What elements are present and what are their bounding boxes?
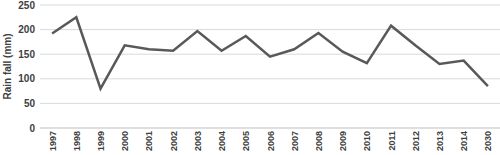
y-tick-label: 100 — [18, 73, 35, 84]
x-tick-label: 2012 — [411, 131, 421, 151]
y-tick-label: 50 — [24, 98, 36, 109]
grid-line — [40, 78, 500, 79]
y-tick-label: 250 — [18, 0, 35, 11]
plot-area — [52, 17, 488, 88]
grid-line — [40, 128, 500, 129]
x-tick-label: 1997 — [48, 131, 58, 151]
chart: 0 50 100 150 200 250 Rain fall (mm) 1997 1998 199… — [0, 0, 500, 155]
x-tick-label: 2002 — [169, 131, 179, 151]
x-tick-label: 2014 — [459, 131, 469, 151]
x-tick-label: 2004 — [217, 131, 227, 151]
x-tick-label: 2000 — [120, 131, 130, 151]
grid-line — [40, 54, 500, 55]
x-tick-label: 2007 — [290, 131, 300, 151]
x-tick-label: 1998 — [72, 131, 82, 151]
y-axis-label: Rain fall (mm) — [2, 33, 13, 99]
x-tick-label: 2006 — [266, 131, 276, 151]
y-tick-label: 150 — [18, 49, 35, 60]
x-tick-label: 2008 — [314, 131, 324, 151]
x-tick-label: 2011 — [387, 131, 397, 151]
y-tick-label: 0 — [29, 123, 35, 134]
x-tick-label: 2013 — [435, 131, 445, 151]
x-tick-label: 2003 — [193, 131, 203, 151]
x-tick-label: 2009 — [338, 131, 348, 151]
grid-line — [40, 29, 500, 30]
grid-line — [40, 5, 500, 6]
line-series — [52, 17, 488, 88]
y-tick-label: 200 — [18, 24, 35, 35]
x-tick-label: 2030 — [483, 131, 493, 151]
x-tick-label: 2005 — [241, 131, 251, 151]
x-tick-label: 2010 — [362, 131, 372, 151]
x-tick-label: 1999 — [96, 131, 106, 151]
x-tick-label: 2001 — [144, 131, 154, 151]
grid-line — [40, 103, 500, 104]
